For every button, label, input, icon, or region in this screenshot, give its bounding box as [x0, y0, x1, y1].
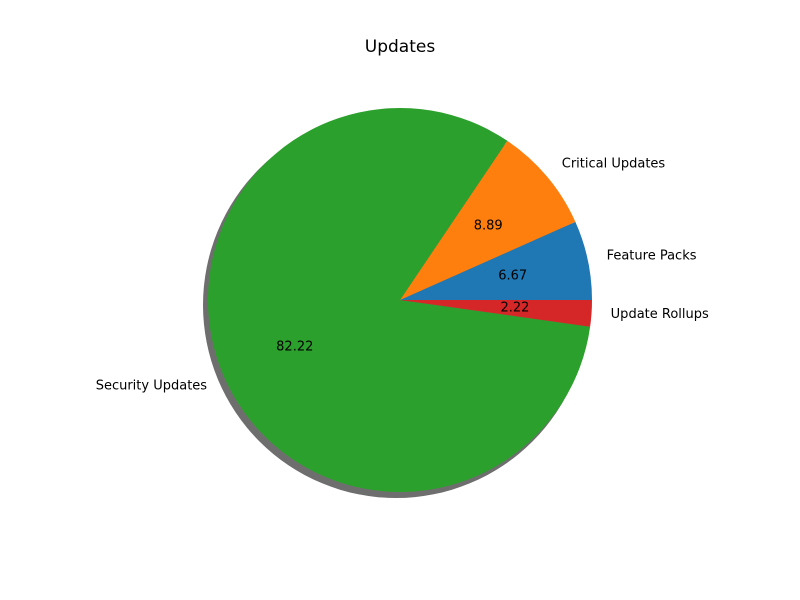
- chart-title: Updates: [365, 37, 436, 57]
- slice-label-critical-updates: Critical Updates: [562, 157, 666, 172]
- pie-labels: Feature Packs 6.67 Critical Updates 8.89 Sec…: [96, 157, 709, 394]
- pie-slice-feature-packs: [400, 221, 592, 300]
- pie-slices: [207, 107, 592, 492]
- slice-value-update-rollups: 2.22: [500, 301, 529, 316]
- slice-label-security-updates: Security Updates: [96, 378, 208, 393]
- slice-value-critical-updates: 8.89: [474, 218, 503, 233]
- slice-value-feature-packs: 6.67: [498, 269, 527, 284]
- slice-value-security-updates: 82.22: [276, 339, 313, 354]
- pie-slice-update-rollups: [400, 300, 592, 327]
- pie-slice-security-updates: [207, 107, 591, 492]
- slice-label-feature-packs: Feature Packs: [607, 249, 697, 264]
- pie-slice-critical-updates: [400, 140, 576, 300]
- slice-label-update-rollups: Update Rollups: [611, 307, 709, 322]
